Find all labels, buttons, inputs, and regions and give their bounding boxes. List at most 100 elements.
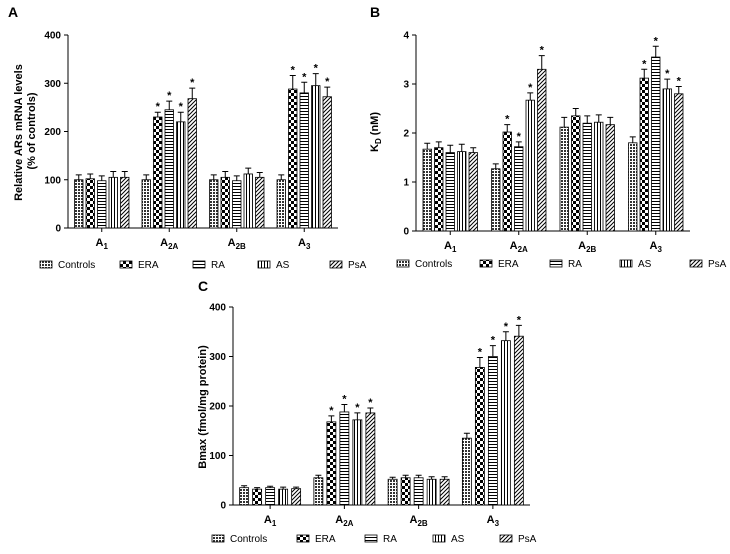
x-tick-label-base: A — [96, 237, 104, 249]
y-tick-label: 1 — [403, 178, 409, 189]
legend-swatch — [296, 534, 310, 543]
error-bar — [177, 111, 184, 122]
x-tick-label-sub: 2A — [343, 519, 353, 528]
error-bar — [424, 142, 431, 150]
significance-marker: * — [517, 131, 522, 143]
error-bar — [641, 68, 648, 79]
bar — [85, 178, 95, 229]
x-tick-label-base: A — [487, 514, 495, 526]
legend-label: Controls — [230, 534, 267, 545]
bar — [594, 121, 604, 232]
bar — [457, 151, 467, 232]
bar — [639, 77, 649, 232]
error-bar — [301, 81, 308, 93]
error-bar — [441, 476, 448, 480]
legend-label: PsA — [348, 260, 367, 271]
significance-marker: * — [167, 90, 172, 102]
significance-marker: * — [478, 346, 483, 358]
error-bar — [241, 485, 248, 488]
legend-swatch — [39, 260, 53, 269]
significance-marker: * — [179, 101, 184, 113]
bar — [387, 478, 398, 506]
error-bar — [87, 173, 94, 179]
x-tick-label-sub: 2A — [168, 242, 178, 251]
legend-swatch — [619, 259, 633, 268]
y-tick-label: 3 — [403, 80, 409, 91]
y-tick-label: 300 — [209, 352, 226, 363]
bar — [502, 131, 512, 232]
bar — [276, 179, 286, 229]
bar — [164, 109, 174, 229]
bar — [299, 92, 309, 229]
legend-label: ERA — [138, 260, 159, 271]
bar — [582, 122, 592, 232]
x-tick-label-sub: 3 — [306, 242, 311, 251]
legend-label: ERA — [498, 259, 519, 270]
bar — [500, 340, 511, 506]
bar — [514, 146, 524, 232]
bar — [400, 477, 411, 506]
x-tick-label: A1 — [444, 240, 457, 254]
bar — [291, 488, 302, 506]
bar — [605, 124, 615, 232]
x-tick-label: A2B — [410, 514, 428, 528]
y-axis-label-rest: (nM) — [369, 112, 381, 139]
error-bar — [489, 345, 496, 357]
x-tick-label-sub: 2B — [236, 242, 246, 251]
bar — [651, 56, 661, 232]
bar — [278, 488, 289, 506]
bar — [209, 179, 219, 229]
x-tick-label-base: A — [410, 514, 418, 526]
bar — [674, 93, 684, 232]
error-bar — [328, 415, 335, 422]
error-bar — [98, 175, 105, 181]
significance-marker: * — [540, 45, 545, 57]
error-bar — [143, 174, 150, 180]
error-bar — [502, 331, 509, 341]
error-bar — [166, 100, 173, 110]
bar — [352, 419, 363, 506]
bar — [474, 366, 485, 506]
significance-marker: * — [677, 75, 682, 87]
legend-label: RA — [568, 259, 582, 270]
error-bar — [527, 92, 534, 101]
x-tick-label-sub: 3 — [495, 519, 500, 528]
x-tick-label-base: A — [264, 514, 272, 526]
significance-marker: * — [355, 402, 360, 414]
x-tick-label-base: A — [228, 237, 236, 249]
y-tick-label: 2 — [403, 129, 409, 140]
error-bar — [293, 486, 300, 489]
panel-label: B — [370, 4, 380, 20]
bar — [326, 421, 337, 506]
x-tick-label-base: A — [160, 237, 168, 249]
y-tick-label: 400 — [209, 303, 226, 314]
error-bar — [584, 115, 591, 124]
error-bar — [664, 78, 671, 89]
significance-marker: * — [642, 58, 647, 70]
significance-marker: * — [665, 68, 670, 80]
significance-marker: * — [291, 65, 296, 77]
bar — [232, 180, 242, 229]
x-tick-label-base: A — [650, 240, 658, 252]
bar — [439, 478, 450, 506]
significance-marker: * — [505, 114, 510, 126]
bar — [445, 152, 455, 232]
y-tick-label: 0 — [55, 224, 61, 235]
bar — [628, 142, 638, 232]
error-bar — [312, 73, 319, 86]
x-tick-label-sub: 3 — [658, 245, 663, 254]
bar — [108, 176, 118, 229]
error-bar — [110, 171, 117, 178]
x-tick-label: A1 — [264, 514, 277, 528]
error-bar — [652, 45, 659, 58]
error-bar — [389, 476, 396, 480]
bar — [339, 411, 350, 506]
error-bar — [435, 141, 442, 148]
error-bar — [463, 432, 470, 439]
error-bar — [121, 171, 128, 178]
error-bar — [324, 86, 331, 97]
error-bar — [476, 356, 483, 368]
bar — [461, 437, 472, 506]
significance-marker: * — [314, 63, 319, 75]
